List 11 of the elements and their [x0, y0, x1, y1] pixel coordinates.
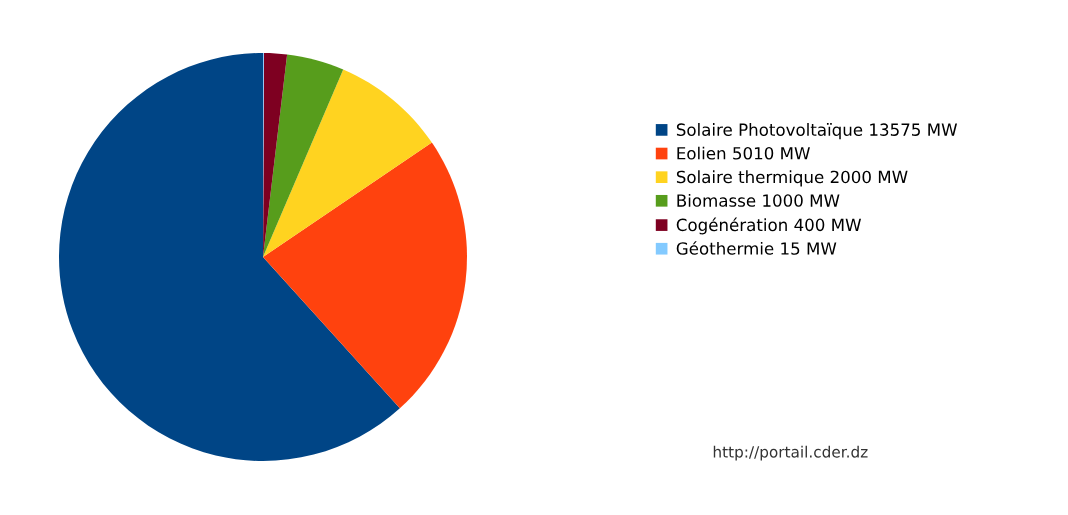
text: http://portail.cder.dz	[713, 445, 868, 461]
legend-label: Géothermie 15 MW	[676, 241, 837, 255]
legend-label: Solaire thermique 2000 MW	[676, 170, 908, 187]
legend-label: Biomasse 1000 MW	[677, 193, 840, 207]
pie-slice	[263, 54, 344, 257]
pie-slice	[59, 53, 400, 461]
legend-label: Eolien 5010 MW	[677, 146, 810, 160]
pie-slice	[263, 142, 467, 409]
legend-label: Solaire Photovoltaïque 13575 MW	[676, 123, 958, 140]
pie-slice	[263, 69, 432, 257]
legend-label: Cogénération 400 MW	[676, 217, 861, 235]
